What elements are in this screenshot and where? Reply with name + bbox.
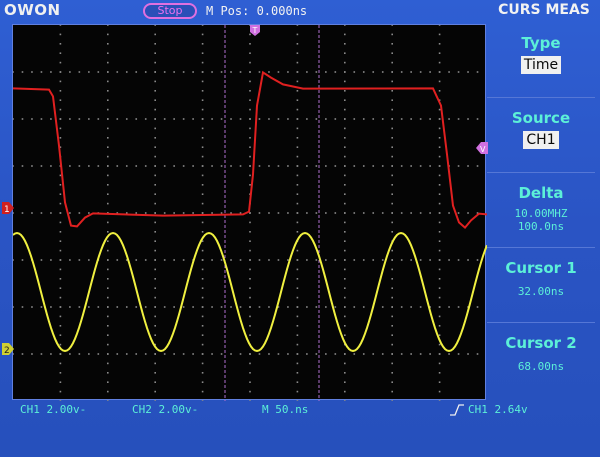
cursor1-value: 32.00ns	[517, 285, 565, 298]
trigger-level-marker-label: V	[480, 145, 486, 154]
horizontal-position-readout: M Pos: 0.000ns	[206, 4, 308, 18]
ch1-waveform	[13, 70, 487, 230]
delta-time: 100.0ns	[517, 220, 565, 233]
cursor-measure-menu: Type Time Source CH1 Delta 10.00MHZ 100.…	[487, 24, 595, 400]
ch1-scale: CH1 2.00v-	[20, 403, 87, 416]
menu-source-option[interactable]: Source CH1	[487, 99, 595, 173]
type-label: Type	[521, 34, 561, 52]
menu-cursor2-option[interactable]: Cursor 2 68.00ns	[487, 324, 595, 398]
ch2-level-marker[interactable]: 2	[2, 343, 14, 355]
rising-edge-icon	[450, 404, 464, 416]
brand-logo: OWON	[4, 1, 61, 19]
source-label: Source	[511, 109, 571, 127]
run-stop-status[interactable]: Stop	[143, 3, 197, 19]
graticule-grid	[13, 25, 479, 401]
trigger-time-marker-label: T	[252, 26, 258, 35]
trigger-level: CH1 2.64v	[468, 403, 528, 416]
menu-delta-option: Delta 10.00MHZ 100.0ns	[487, 174, 595, 248]
top-status-bar: OWON Stop M Pos: 0.000ns CURS MEAS	[0, 0, 600, 22]
trigger-time-marker: T	[250, 25, 260, 36]
delta-label: Delta	[518, 184, 564, 202]
menu-title: CURS MEAS	[498, 2, 590, 18]
time-cursors	[224, 25, 320, 401]
source-value: CH1	[523, 131, 559, 149]
ch2-waveform	[13, 231, 487, 353]
waveform-display[interactable]: T	[12, 24, 487, 401]
delta-frequency: 10.00MHZ	[514, 207, 568, 220]
timebase: M 50.ns	[262, 403, 309, 416]
menu-type-option[interactable]: Type Time	[487, 24, 595, 98]
ch2-level-marker-label: 2	[4, 346, 10, 355]
bottom-status-bar: CH1 2.00v- CH2 2.00v- M 50.ns CH1 2.64v	[0, 400, 600, 420]
ch1-level-marker-label: 1	[4, 205, 10, 214]
cursor2-value: 68.00ns	[517, 360, 565, 373]
ch1-level-marker[interactable]: 1	[2, 202, 14, 214]
menu-cursor1-option[interactable]: Cursor 1 32.00ns	[487, 249, 595, 323]
cursor1-label: Cursor 1	[505, 259, 577, 277]
trigger-level-marker[interactable]: V	[476, 142, 488, 154]
cursor2-label: Cursor 2	[505, 334, 577, 352]
ch2-scale: CH2 2.00v-	[132, 403, 199, 416]
waveform-canvas: T	[13, 25, 487, 401]
type-value: Time	[520, 56, 562, 74]
